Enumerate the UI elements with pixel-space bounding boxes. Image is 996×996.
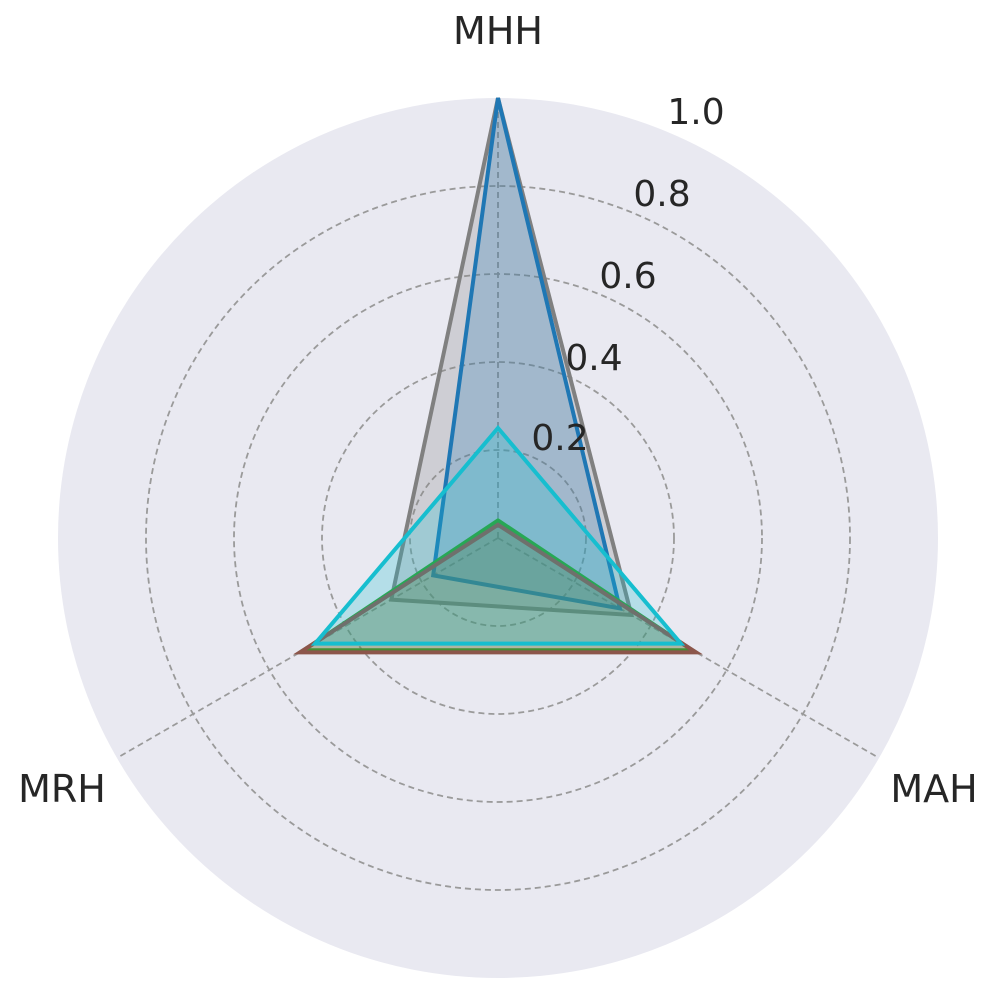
tick-label-1-0: 1.0 <box>667 92 724 133</box>
grid-circle <box>145 185 851 891</box>
tick-label-0-8: 0.8 <box>633 174 690 215</box>
tick-label-0-4: 0.4 <box>565 338 622 379</box>
tick-label-0-6: 0.6 <box>599 256 656 297</box>
axis-label-mah: MAH <box>890 767 977 811</box>
grid-circle <box>321 361 675 715</box>
series-group <box>293 97 703 655</box>
axis-label-mhh: MHH <box>453 9 543 53</box>
tick-label-0-2: 0.2 <box>531 418 588 459</box>
series-polygon-4 <box>310 424 686 646</box>
axis-label-mrh: MRH <box>18 767 106 811</box>
series-polygon-1 <box>430 97 623 611</box>
grid-circle <box>409 449 587 627</box>
series-polygon-3 <box>293 522 703 655</box>
